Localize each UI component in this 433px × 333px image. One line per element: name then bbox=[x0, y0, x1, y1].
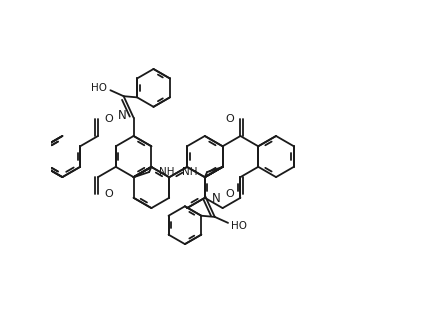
Text: O: O bbox=[105, 114, 113, 124]
Text: NH: NH bbox=[181, 167, 197, 177]
Text: O: O bbox=[225, 189, 234, 199]
Text: N: N bbox=[118, 109, 127, 122]
Text: N: N bbox=[211, 191, 220, 204]
Text: HO: HO bbox=[91, 83, 107, 93]
Text: O: O bbox=[105, 189, 113, 199]
Text: HO: HO bbox=[231, 220, 247, 230]
Text: NH: NH bbox=[159, 167, 174, 177]
Text: O: O bbox=[225, 114, 234, 124]
